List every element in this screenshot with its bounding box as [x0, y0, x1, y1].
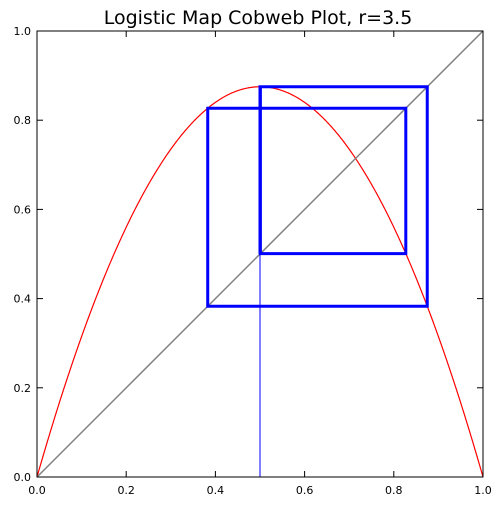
y-tick-label: 1.0: [14, 25, 32, 38]
x-tick-label: 0.8: [385, 484, 403, 497]
chart-title: Logistic Map Cobweb Plot, r=3.5: [104, 7, 413, 29]
x-tick-label: 0.0: [28, 484, 46, 497]
y-tick-label: 0.2: [14, 382, 32, 395]
axis-ticks: 0.0 0.2 0.4 0.6 0.8 1.0 0.0 0.2 0.4 0.6 0.8 1.0: [14, 25, 492, 497]
plot-frame: [36, 30, 484, 478]
y-tick-label: 0.0: [14, 471, 32, 484]
y-tick-label: 0.4: [14, 293, 32, 306]
x-tick-label: 0.4: [207, 484, 225, 497]
x-tick-label: 0.6: [296, 484, 314, 497]
x-tick-label: 0.2: [117, 484, 135, 497]
plot-area: [37, 31, 483, 477]
cobweb-path: [206, 85, 429, 308]
y-tick-label: 0.6: [14, 203, 32, 216]
x-tick-label: 1.0: [474, 484, 492, 497]
y-tick-label: 0.8: [14, 114, 32, 127]
